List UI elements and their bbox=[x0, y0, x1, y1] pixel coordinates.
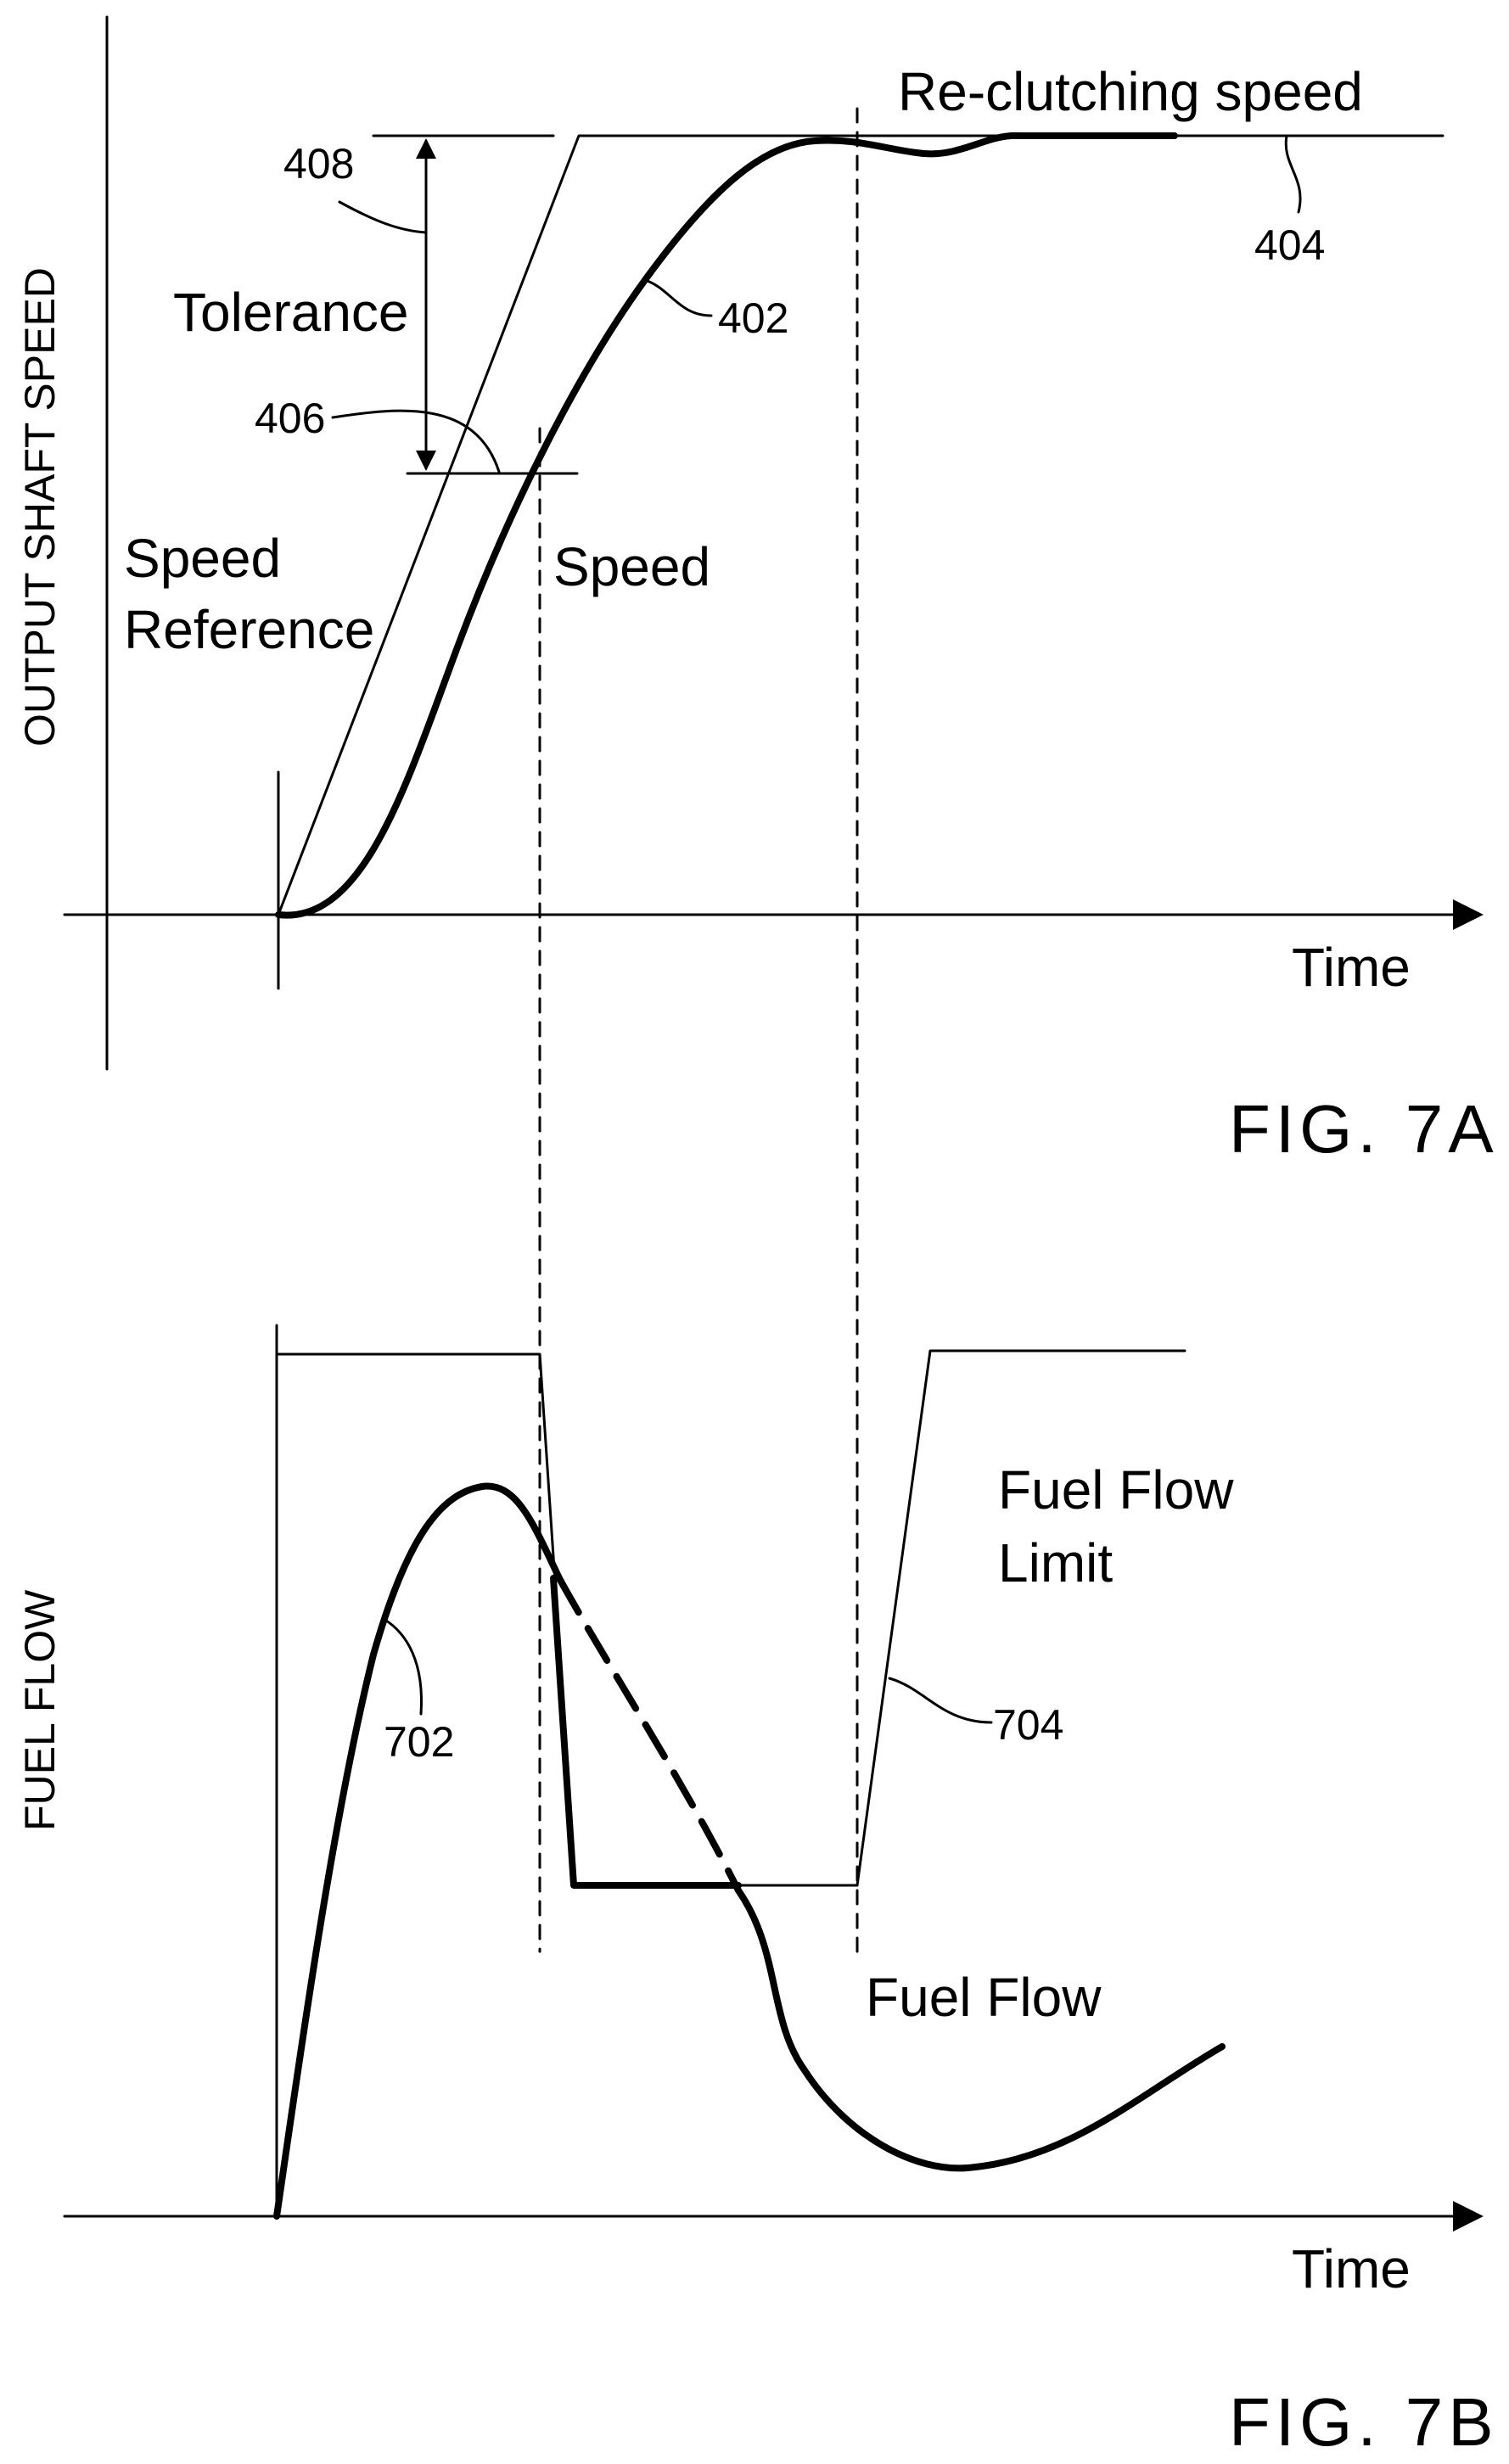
ref-402: 402 bbox=[718, 294, 788, 342]
fig-7a-caption: FIG. 7A bbox=[1229, 1091, 1499, 1167]
y-axis-label-7a: OUTPUT SHAFT SPEED bbox=[16, 267, 64, 747]
ref-404: 404 bbox=[1254, 221, 1325, 269]
fuel-flow-limit-label-1: Fuel Flow bbox=[998, 1459, 1234, 1520]
speed-label: Speed bbox=[553, 536, 710, 597]
x-axis-label-7a: Time bbox=[1292, 937, 1411, 998]
leader-406 bbox=[331, 409, 501, 473]
ref-704: 704 bbox=[993, 1701, 1063, 1749]
fuel-flow-curve-rise bbox=[273, 1482, 564, 2220]
ref-408: 408 bbox=[283, 140, 354, 188]
fig-7b-caption: FIG. 7B bbox=[1229, 2384, 1499, 2460]
fuel-flow-limit-upper bbox=[275, 1352, 577, 1887]
leader-408 bbox=[338, 200, 428, 234]
speed-reference-label-2: Reference bbox=[124, 599, 374, 660]
speed-reference-label-1: Speed bbox=[124, 528, 281, 589]
fuel-flow-limit-recovery bbox=[855, 1349, 1186, 1887]
leader-704 bbox=[888, 1677, 993, 1724]
y-axis-label-7b: FUEL FLOW bbox=[16, 1589, 64, 1831]
fig-7a: Re-clutching speed 408 Tolerance 406 402… bbox=[16, 15, 1499, 1953]
fuel-flow-limit-label-2: Limit bbox=[998, 1532, 1113, 1593]
ref-406: 406 bbox=[255, 395, 325, 442]
ref-702: 702 bbox=[384, 1718, 454, 1766]
tolerance-label: Tolerance bbox=[173, 282, 409, 343]
fuel-flow-commanded bbox=[550, 1575, 742, 1889]
fuel-flow-curve-tail bbox=[735, 1887, 1226, 2172]
fuel-flow-curve-dashed bbox=[557, 1576, 742, 1894]
leader-702 bbox=[382, 1617, 424, 1716]
x-axis-label-7b: Time bbox=[1292, 2238, 1411, 2299]
leader-402 bbox=[643, 278, 713, 317]
speed-curve bbox=[275, 132, 1178, 919]
fuel-flow-label: Fuel Flow bbox=[866, 1967, 1102, 2028]
leader-404 bbox=[1284, 134, 1302, 214]
fig-7b: Fuel Flow Limit 702 704 Fuel Flow Time F… bbox=[16, 1324, 1499, 2460]
reclutching-speed-label: Re-clutching speed bbox=[898, 61, 1363, 122]
